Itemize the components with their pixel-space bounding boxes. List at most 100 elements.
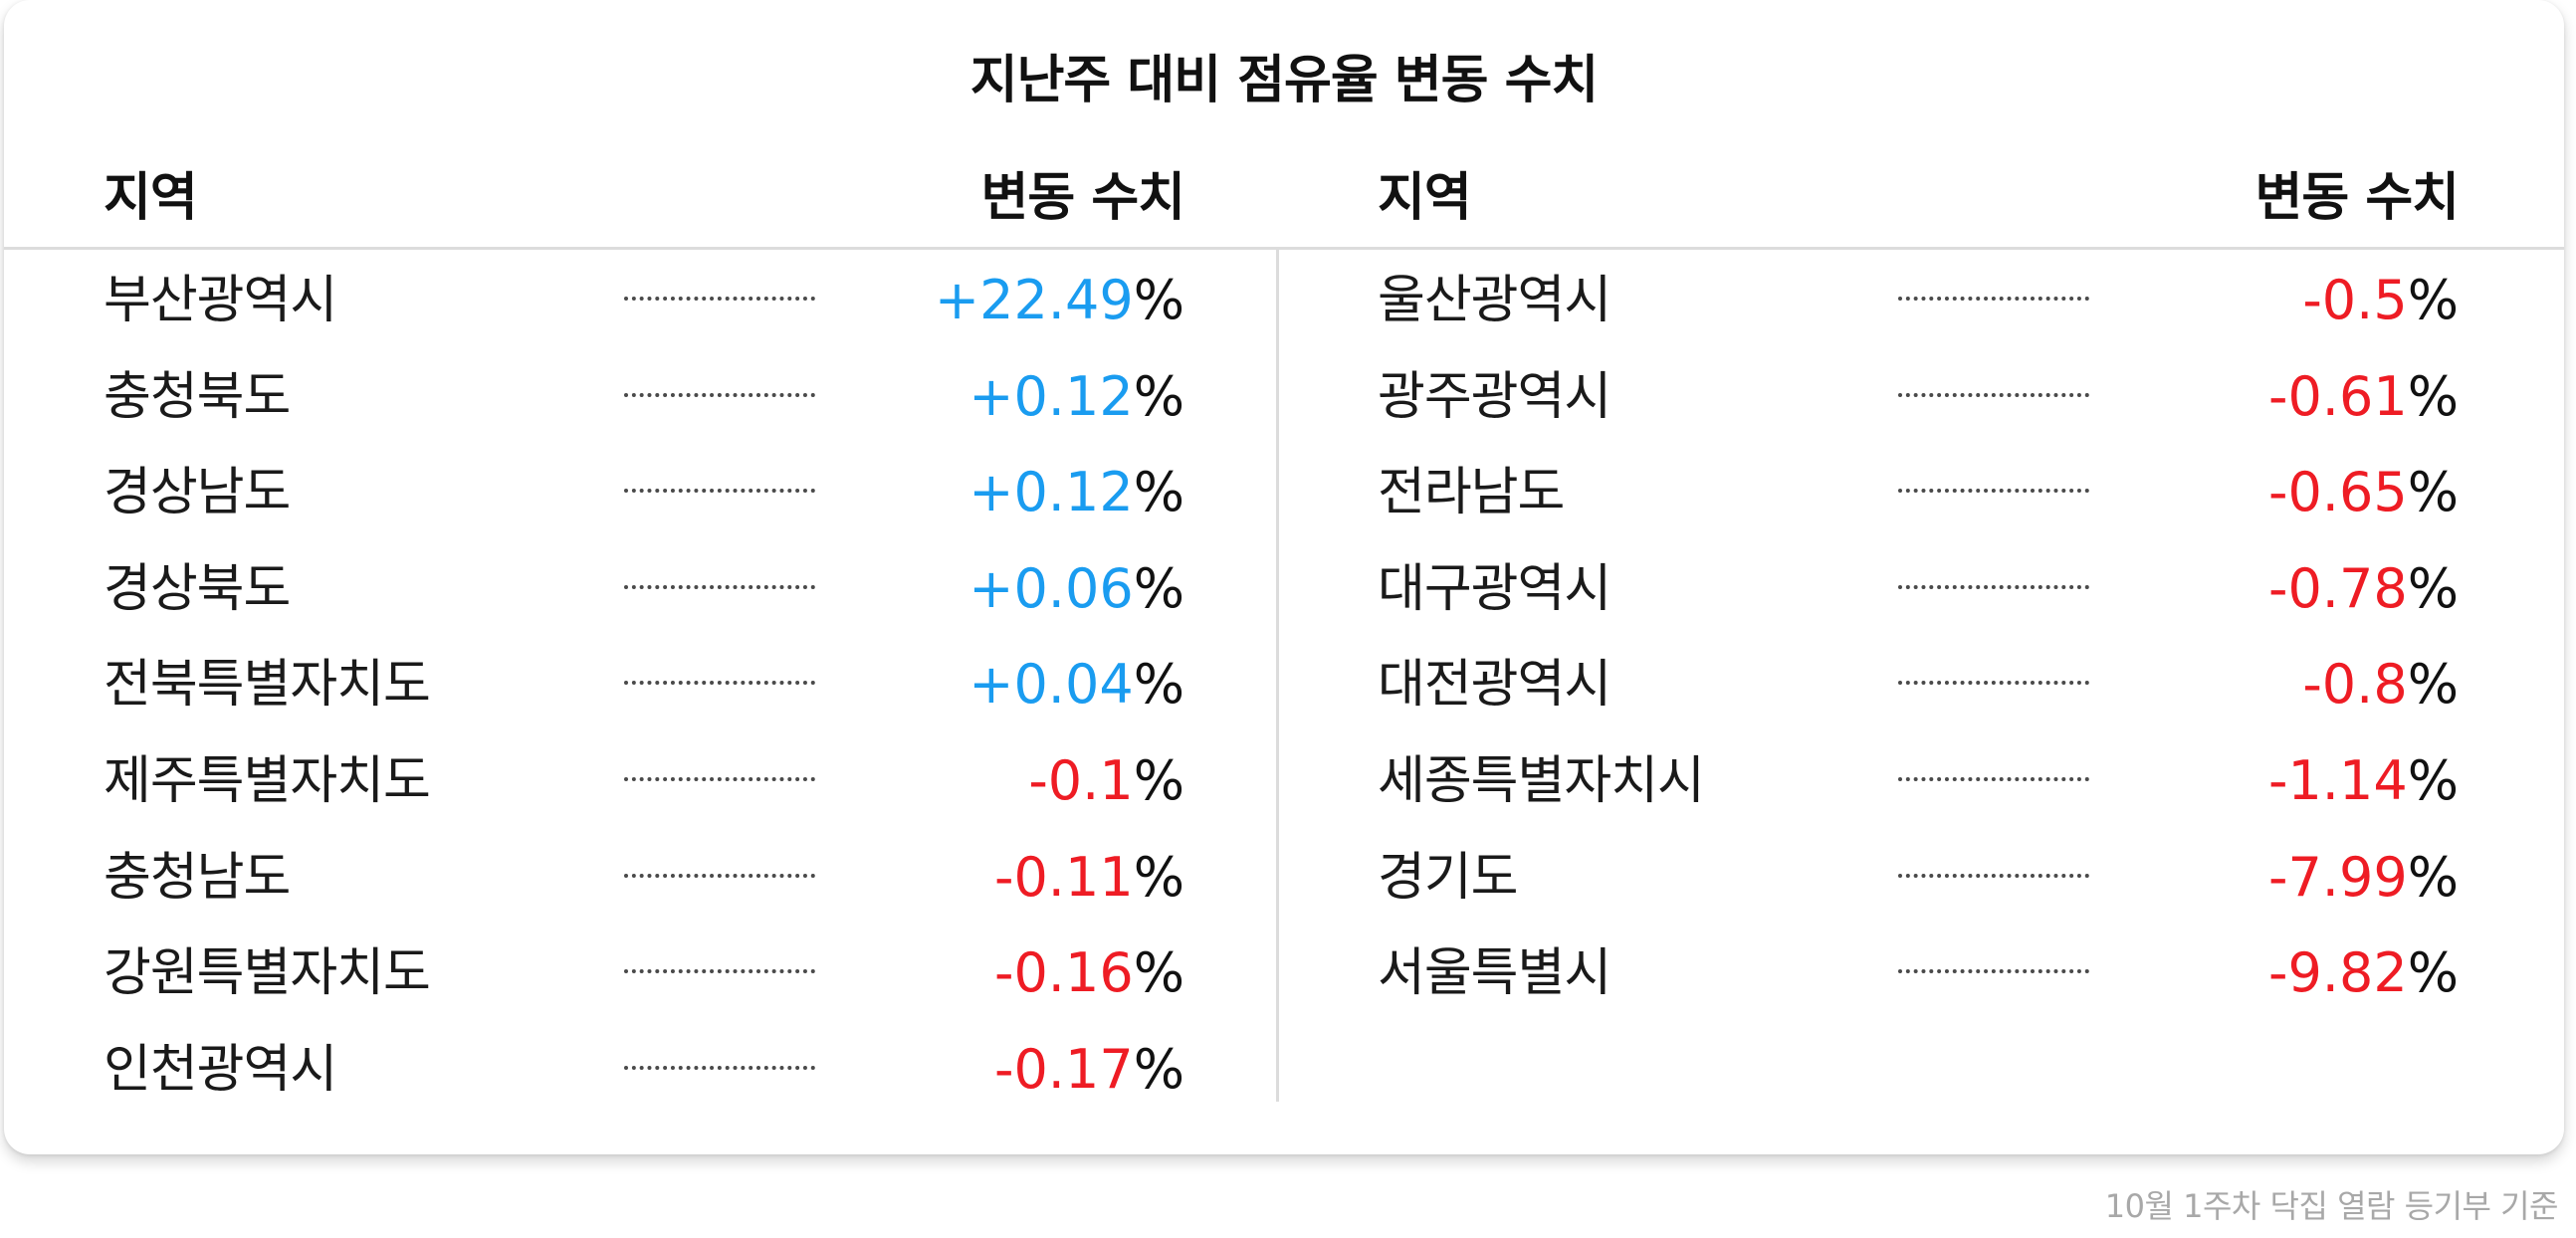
left-region-header: 지역 <box>104 168 198 228</box>
change-number: -1.14 <box>2267 749 2408 812</box>
dotted-leader <box>624 297 815 301</box>
header-divider <box>4 247 2564 250</box>
percent-unit: % <box>1133 556 1184 620</box>
region-name: 울산광역시 <box>1378 271 1611 330</box>
dotted-leader <box>624 873 815 878</box>
region-name: 세종특별자치시 <box>1378 751 1705 811</box>
change-value: -9.82% <box>2268 933 2459 1013</box>
footnote: 10월 1주차 닥집 열람 등기부 기준 <box>2104 1187 2559 1225</box>
percent-unit: % <box>2407 941 2459 1005</box>
dotted-leader <box>1898 873 2089 878</box>
change-number: +0.12 <box>968 364 1134 428</box>
region-name: 대구광역시 <box>1378 558 1611 619</box>
table-row: 세종특별자치시 -1.14% <box>1378 741 2459 821</box>
percent-unit: % <box>1133 941 1184 1005</box>
table-row: 대구광역시 -0.78% <box>1378 549 2459 629</box>
change-number: -0.8 <box>2302 653 2408 717</box>
dotted-leader <box>624 681 815 686</box>
region-name: 경상북도 <box>104 558 291 619</box>
change-number: +22.49 <box>934 269 1134 331</box>
table-row: 충청북도 +0.12% <box>104 357 1184 437</box>
percent-unit: % <box>2407 269 2459 331</box>
change-number: +0.04 <box>968 653 1134 717</box>
left-change-header: 변동 수치 <box>980 168 1185 228</box>
percent-unit: % <box>2407 653 2459 717</box>
change-number: -0.61 <box>2267 364 2408 428</box>
change-value: +0.04% <box>968 645 1184 724</box>
right-change-header: 변동 수치 <box>2254 168 2460 228</box>
change-value: -0.1% <box>1028 741 1184 821</box>
change-number: -0.5 <box>2302 269 2408 331</box>
change-value: -0.17% <box>994 1030 1184 1110</box>
table-row: 제주특별자치도 -0.1% <box>104 741 1184 821</box>
region-name: 인천광역시 <box>104 1039 337 1100</box>
dotted-leader <box>624 584 815 589</box>
region-name: 대전광역시 <box>1378 655 1611 716</box>
change-number: -0.78 <box>2267 556 2408 620</box>
region-name: 전라남도 <box>1378 463 1565 523</box>
table-row: 울산광역시 -0.5% <box>1378 261 2459 340</box>
region-name: 광주광역시 <box>1378 366 1611 427</box>
table-row: 대전광역시 -0.8% <box>1378 645 2459 724</box>
dotted-leader <box>1898 777 2089 781</box>
dotted-leader <box>1898 969 2089 974</box>
table-row: 부산광역시 +22.49% <box>104 261 1184 340</box>
change-value: -0.5% <box>2302 261 2459 340</box>
percent-unit: % <box>1133 1037 1184 1101</box>
dotted-leader <box>1898 392 2089 397</box>
change-number: +0.06 <box>968 556 1134 620</box>
change-number: -0.65 <box>2267 461 2408 524</box>
region-name: 부산광역시 <box>104 271 337 330</box>
dotted-leader <box>1898 584 2089 589</box>
region-name: 충청남도 <box>104 847 291 908</box>
percent-unit: % <box>1133 845 1184 909</box>
dotted-leader <box>1898 489 2089 494</box>
table-title: 지난주 대비 점유율 변동 수치 <box>969 51 1600 110</box>
change-number: -7.99 <box>2267 845 2408 909</box>
change-value: -0.78% <box>2268 549 2459 629</box>
dotted-leader <box>624 489 815 494</box>
table-row: 인천광역시 -0.17% <box>104 1030 1184 1110</box>
table-row: 경상북도 +0.06% <box>104 549 1184 629</box>
percent-unit: % <box>2407 364 2459 428</box>
region-name: 경기도 <box>1378 847 1519 908</box>
dotted-leader <box>624 1065 815 1070</box>
change-value: -0.65% <box>2268 453 2459 532</box>
change-value: +0.12% <box>968 453 1184 532</box>
change-number: +0.12 <box>968 461 1134 524</box>
change-value: +22.49% <box>935 261 1184 340</box>
region-name: 제주특별자치도 <box>104 751 431 811</box>
percent-unit: % <box>2407 461 2459 524</box>
region-name: 전북특별자치도 <box>104 655 431 716</box>
table-row: 전북특별자치도 +0.04% <box>104 645 1184 724</box>
percent-unit: % <box>2407 749 2459 812</box>
percent-unit: % <box>1133 749 1184 812</box>
table-row: 경상남도 +0.12% <box>104 453 1184 532</box>
dotted-leader <box>1898 681 2089 686</box>
right-region-header: 지역 <box>1378 168 1472 228</box>
percent-unit: % <box>2407 556 2459 620</box>
change-table-card: 지난주 대비 점유율 변동 수치 지역 변동 수치 지역 변동 수치 부산광역시… <box>4 0 2564 1154</box>
change-value: -1.14% <box>2268 741 2459 821</box>
change-number: -9.82 <box>2267 941 2408 1005</box>
change-number: -0.17 <box>993 1037 1134 1101</box>
table-row: 강원특별자치도 -0.16% <box>104 933 1184 1013</box>
change-value: -0.11% <box>994 838 1184 918</box>
change-value: -0.61% <box>2268 357 2459 437</box>
percent-unit: % <box>2407 845 2459 909</box>
dotted-leader <box>624 392 815 397</box>
region-name: 경상남도 <box>104 463 291 523</box>
change-number: -0.11 <box>993 845 1134 909</box>
region-name: 서울특별시 <box>1378 943 1611 1004</box>
change-number: -0.1 <box>1028 749 1134 812</box>
percent-unit: % <box>1133 461 1184 524</box>
change-value: -0.16% <box>994 933 1184 1013</box>
column-divider <box>1276 250 1279 1102</box>
change-value: -0.8% <box>2302 645 2459 724</box>
dotted-leader <box>1898 297 2089 301</box>
region-name: 충청북도 <box>104 366 291 427</box>
percent-unit: % <box>1133 269 1184 331</box>
dotted-leader <box>624 969 815 974</box>
dotted-leader <box>624 777 815 781</box>
percent-unit: % <box>1133 653 1184 717</box>
